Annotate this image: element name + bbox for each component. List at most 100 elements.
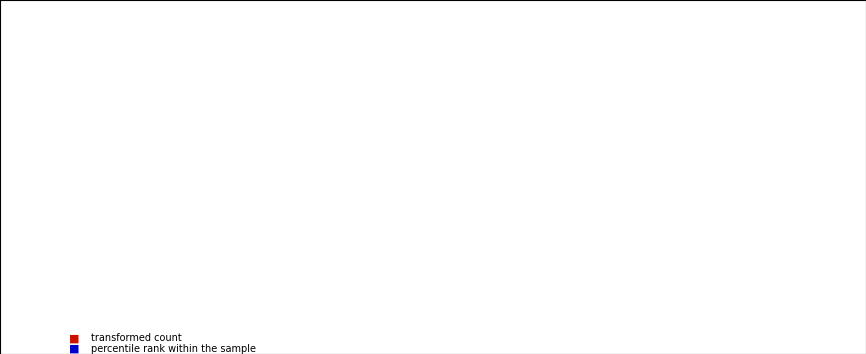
- Text: transformed count: transformed count: [91, 333, 182, 343]
- Text: GSM559042: GSM559042: [309, 237, 319, 284]
- Text: GSM559069: GSM559069: [286, 237, 294, 284]
- Bar: [591, 140, 604, 211]
- Bar: [284, 133, 296, 140]
- FancyBboxPatch shape: [704, 237, 727, 284]
- Text: GSM559055: GSM559055: [617, 237, 625, 284]
- FancyBboxPatch shape: [539, 237, 561, 284]
- Point: [520, 205, 533, 211]
- Text: GSM559047: GSM559047: [428, 237, 436, 284]
- FancyBboxPatch shape: [161, 237, 184, 284]
- FancyBboxPatch shape: [633, 237, 656, 284]
- Text: GSM559068: GSM559068: [262, 237, 271, 284]
- Text: pPR: pPR: [527, 288, 551, 301]
- FancyBboxPatch shape: [302, 284, 775, 306]
- Text: pCR: pCR: [195, 288, 220, 301]
- Text: GSM559060: GSM559060: [734, 237, 744, 284]
- Point: [212, 205, 226, 211]
- FancyBboxPatch shape: [610, 237, 632, 284]
- Point: [662, 201, 675, 207]
- Text: ■: ■: [69, 344, 80, 354]
- Bar: [734, 98, 745, 140]
- FancyBboxPatch shape: [302, 237, 326, 284]
- FancyBboxPatch shape: [208, 237, 230, 284]
- Bar: [449, 140, 462, 172]
- Text: GSM559064: GSM559064: [167, 237, 177, 284]
- Point: [425, 102, 439, 108]
- Bar: [355, 133, 367, 140]
- FancyBboxPatch shape: [444, 237, 467, 284]
- Point: [236, 88, 250, 94]
- Text: GSM559051: GSM559051: [522, 237, 531, 284]
- FancyBboxPatch shape: [137, 237, 159, 284]
- Text: GSM559053: GSM559053: [569, 237, 578, 284]
- Bar: [190, 98, 202, 140]
- Point: [449, 147, 462, 153]
- Point: [141, 79, 155, 84]
- Text: GSM559043: GSM559043: [333, 237, 342, 284]
- Point: [708, 137, 722, 143]
- Text: GSM559056: GSM559056: [640, 237, 650, 284]
- Point: [567, 205, 581, 211]
- Text: GSM559049: GSM559049: [475, 237, 484, 284]
- Text: GSM559061: GSM559061: [759, 237, 767, 284]
- Point: [685, 127, 699, 133]
- Point: [591, 205, 604, 211]
- Point: [472, 147, 486, 153]
- Bar: [709, 140, 721, 142]
- FancyBboxPatch shape: [113, 237, 136, 284]
- Bar: [639, 140, 650, 161]
- Point: [331, 127, 345, 133]
- FancyBboxPatch shape: [728, 237, 751, 284]
- FancyBboxPatch shape: [515, 237, 538, 284]
- Text: GSM559062: GSM559062: [120, 237, 129, 284]
- Text: GDS3721 / 223113_at: GDS3721 / 223113_at: [189, 26, 341, 40]
- Bar: [143, 130, 154, 140]
- Bar: [520, 140, 533, 145]
- Bar: [497, 140, 509, 148]
- FancyBboxPatch shape: [421, 237, 443, 284]
- FancyBboxPatch shape: [255, 237, 278, 284]
- Text: percentile rank within the sample: percentile rank within the sample: [91, 344, 256, 354]
- Text: GSM559058: GSM559058: [688, 237, 696, 284]
- Text: disease state: disease state: [44, 290, 109, 300]
- Bar: [213, 140, 225, 154]
- FancyBboxPatch shape: [279, 237, 301, 284]
- Point: [165, 50, 179, 55]
- Bar: [426, 140, 438, 150]
- Point: [283, 88, 297, 94]
- Point: [118, 88, 132, 94]
- Text: GSM559057: GSM559057: [664, 237, 673, 284]
- FancyBboxPatch shape: [657, 237, 680, 284]
- Bar: [474, 140, 485, 193]
- Text: GSM559066: GSM559066: [215, 237, 223, 284]
- Text: GSM559050: GSM559050: [499, 237, 507, 284]
- FancyBboxPatch shape: [492, 237, 514, 284]
- Bar: [403, 140, 414, 142]
- Point: [260, 88, 274, 94]
- FancyBboxPatch shape: [586, 237, 609, 284]
- Bar: [757, 101, 769, 140]
- Bar: [166, 86, 178, 140]
- Text: GSM559048: GSM559048: [451, 237, 460, 284]
- Bar: [237, 140, 249, 142]
- Text: GSM559046: GSM559046: [404, 237, 413, 284]
- Point: [496, 137, 510, 143]
- FancyBboxPatch shape: [468, 237, 491, 284]
- Text: GSM559052: GSM559052: [546, 237, 554, 284]
- Text: GSM559063: GSM559063: [144, 237, 153, 284]
- Bar: [544, 138, 556, 140]
- FancyBboxPatch shape: [681, 237, 703, 284]
- Point: [378, 82, 391, 88]
- Text: GSM559067: GSM559067: [238, 237, 248, 284]
- Point: [614, 225, 628, 230]
- FancyBboxPatch shape: [397, 237, 420, 284]
- Point: [307, 88, 320, 94]
- Point: [354, 88, 368, 94]
- Bar: [686, 140, 698, 142]
- Text: GSM559065: GSM559065: [191, 237, 200, 284]
- Bar: [261, 133, 273, 140]
- Point: [402, 147, 416, 153]
- Text: GSM559044: GSM559044: [357, 237, 365, 284]
- Point: [543, 225, 557, 230]
- FancyBboxPatch shape: [373, 237, 396, 284]
